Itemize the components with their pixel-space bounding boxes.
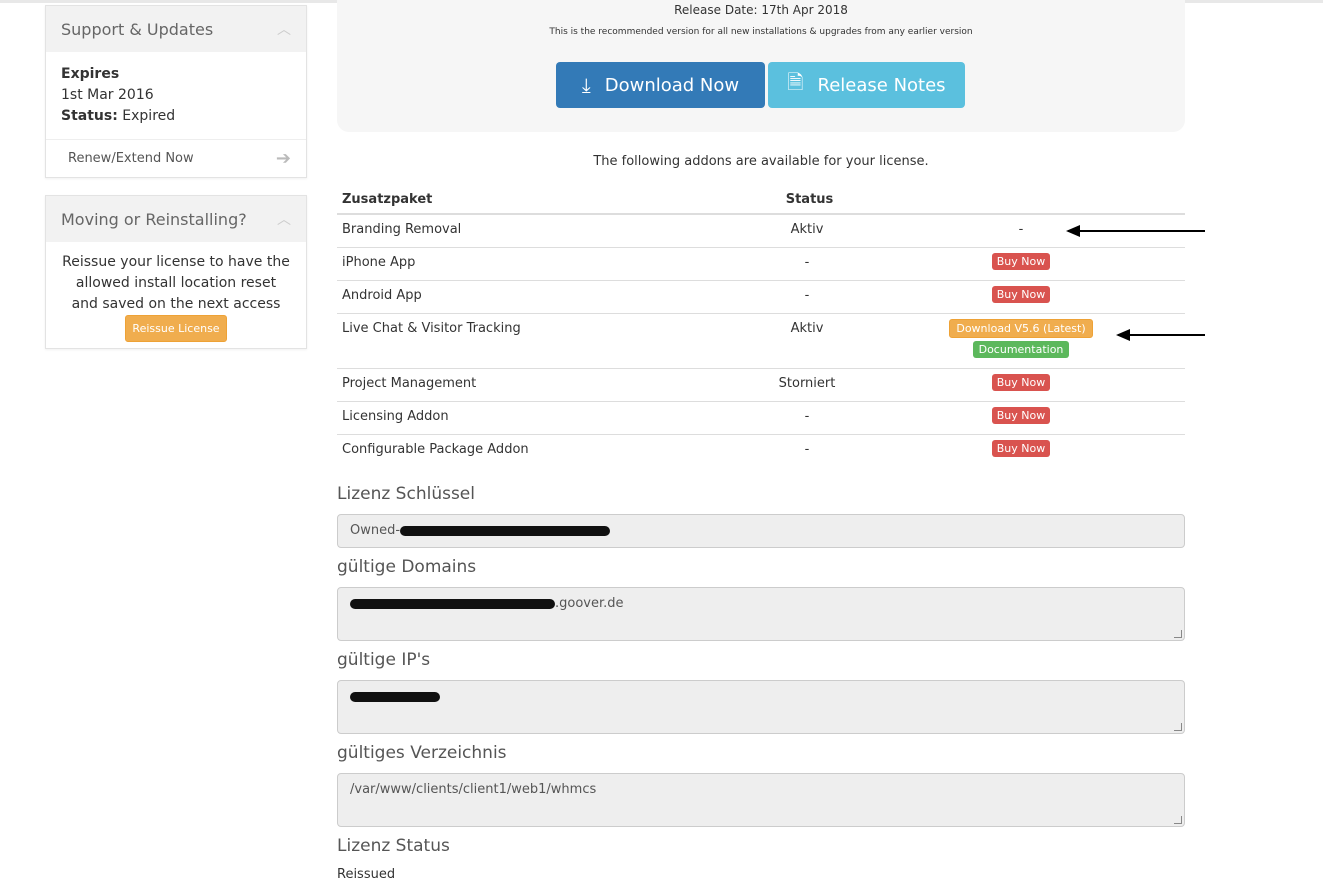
redaction	[400, 525, 611, 536]
table-row: Licensing Addon - Buy Now	[337, 400, 1185, 434]
table-row: Project Management Storniert Buy Now	[337, 367, 1185, 401]
buy-now-button[interactable]: Buy Now	[991, 439, 1051, 457]
chevron-up-icon[interactable]: ︿	[277, 212, 291, 228]
moving-panel: Moving or Reinstalling? ︿ Reissue your li…	[45, 195, 307, 349]
buy-now-button[interactable]: Buy Now	[991, 252, 1051, 270]
col-header	[857, 186, 1185, 215]
addon-action: Buy Now	[857, 279, 1185, 313]
col-header: Status	[757, 186, 857, 215]
table-row: Branding Removal Aktiv -	[337, 213, 1185, 247]
resize-handle[interactable]	[1174, 816, 1182, 824]
license-key-label: Lizenz Schlüssel	[337, 484, 475, 504]
domains-label: gültige Domains	[337, 557, 477, 577]
directory-value: /var/www/clients/client1/web1/whmcs	[350, 782, 597, 797]
addon-status: Aktiv	[757, 213, 857, 247]
document-icon: 🗎	[787, 70, 804, 94]
addon-name: Android App	[337, 279, 757, 313]
buy-now-button[interactable]: Buy Now	[991, 406, 1051, 424]
support-updates-panel: Support & Updates ︿ Expires 1st Mar 2016 …	[45, 5, 307, 178]
table-row: Configurable Package Addon - Buy Now	[337, 433, 1185, 467]
download-icon: ⤓	[581, 73, 591, 97]
addon-status: Aktiv	[757, 312, 857, 368]
release-notes-button[interactable]: 🗎 Release Notes	[768, 62, 965, 108]
panel-header[interactable]: Support & Updates ︿	[46, 6, 306, 52]
directory-label: gültiges Verzeichnis	[337, 743, 507, 763]
download-label: Download Now	[604, 74, 740, 96]
annotation-arrow	[1116, 329, 1205, 341]
addon-status: -	[757, 279, 857, 313]
release-date: Release Date: 17th Apr 2018	[674, 3, 848, 17]
addon-action: Buy Now	[857, 246, 1185, 280]
addon-name: Branding Removal	[337, 213, 757, 247]
panel-title: Moving or Reinstalling?	[61, 209, 247, 229]
release-note: This is the recommended version for all …	[549, 27, 973, 37]
addon-action: Download V5.6 (Latest) Documentation	[857, 312, 1185, 368]
domains-value: .goover.de	[555, 596, 624, 611]
license-key-value: Owned-	[350, 523, 401, 538]
addons-intro: The following addons are available for y…	[593, 154, 929, 169]
table-row: iPhone App - Buy Now	[337, 246, 1185, 280]
col-header: Zusatzpaket	[337, 186, 757, 215]
buy-now-button[interactable]: Buy Now	[991, 285, 1051, 303]
release-box: Release Date: 17th Apr 2018 This is the …	[337, 0, 1185, 132]
release-notes-label: Release Notes	[817, 74, 946, 96]
download-addon-button[interactable]: Download V5.6 (Latest)	[949, 318, 1093, 338]
renew-label: Renew/Extend Now	[68, 151, 194, 166]
resize-handle[interactable]	[1174, 630, 1182, 638]
ips-field[interactable]	[337, 680, 1185, 734]
addon-action: Buy Now	[857, 433, 1185, 467]
addon-name: Configurable Package Addon	[337, 433, 757, 467]
status-label: Status:	[61, 108, 118, 124]
addon-action: Buy Now	[857, 367, 1185, 401]
annotation-arrow	[1066, 225, 1205, 237]
redaction	[350, 598, 555, 609]
reissue-license-button[interactable]: Reissue License	[125, 315, 227, 342]
status-value: Expired	[122, 108, 176, 124]
license-status-value: Reissued	[337, 867, 396, 882]
panel-header[interactable]: Moving or Reinstalling? ︿	[46, 196, 306, 242]
documentation-button[interactable]: Documentation	[972, 340, 1070, 358]
buy-now-button[interactable]: Buy Now	[991, 373, 1051, 391]
addon-status: -	[757, 433, 857, 467]
addon-name: Licensing Addon	[337, 400, 757, 434]
moving-text: Reissue your license to have the allowed…	[62, 254, 290, 312]
download-now-button[interactable]: ⤓ Download Now	[556, 62, 765, 108]
expires-label: Expires	[61, 66, 120, 82]
resize-handle[interactable]	[1174, 723, 1182, 731]
addon-name: iPhone App	[337, 246, 757, 280]
table-row: Android App - Buy Now	[337, 279, 1185, 313]
license-status-label: Lizenz Status	[337, 836, 450, 856]
addon-action: Buy Now	[857, 400, 1185, 434]
redaction	[350, 691, 440, 702]
addon-name: Project Management	[337, 367, 757, 401]
license-key-field[interactable]: Owned-	[337, 514, 1185, 548]
chevron-up-icon[interactable]: ︿	[277, 22, 291, 38]
expires-date: 1st Mar 2016	[61, 87, 154, 103]
action-none: -	[1018, 222, 1024, 237]
arrow-right-icon: ➔	[275, 148, 291, 169]
table-row: Live Chat & Visitor Tracking Aktiv Downloa…	[337, 312, 1185, 368]
addon-status: Storniert	[757, 367, 857, 401]
addon-status: -	[757, 246, 857, 280]
directory-field[interactable]: /var/www/clients/client1/web1/whmcs	[337, 773, 1185, 827]
panel-title: Support & Updates	[61, 19, 214, 39]
domains-field[interactable]: .goover.de	[337, 587, 1185, 641]
addons-table: Zusatzpaket Status Branding Removal Aktiv…	[337, 186, 1185, 467]
ips-label: gültige IP's	[337, 650, 431, 670]
addon-status: -	[757, 400, 857, 434]
addon-name: Live Chat & Visitor Tracking	[337, 312, 757, 368]
renew-link[interactable]: Renew/Extend Now ➔	[46, 139, 306, 177]
